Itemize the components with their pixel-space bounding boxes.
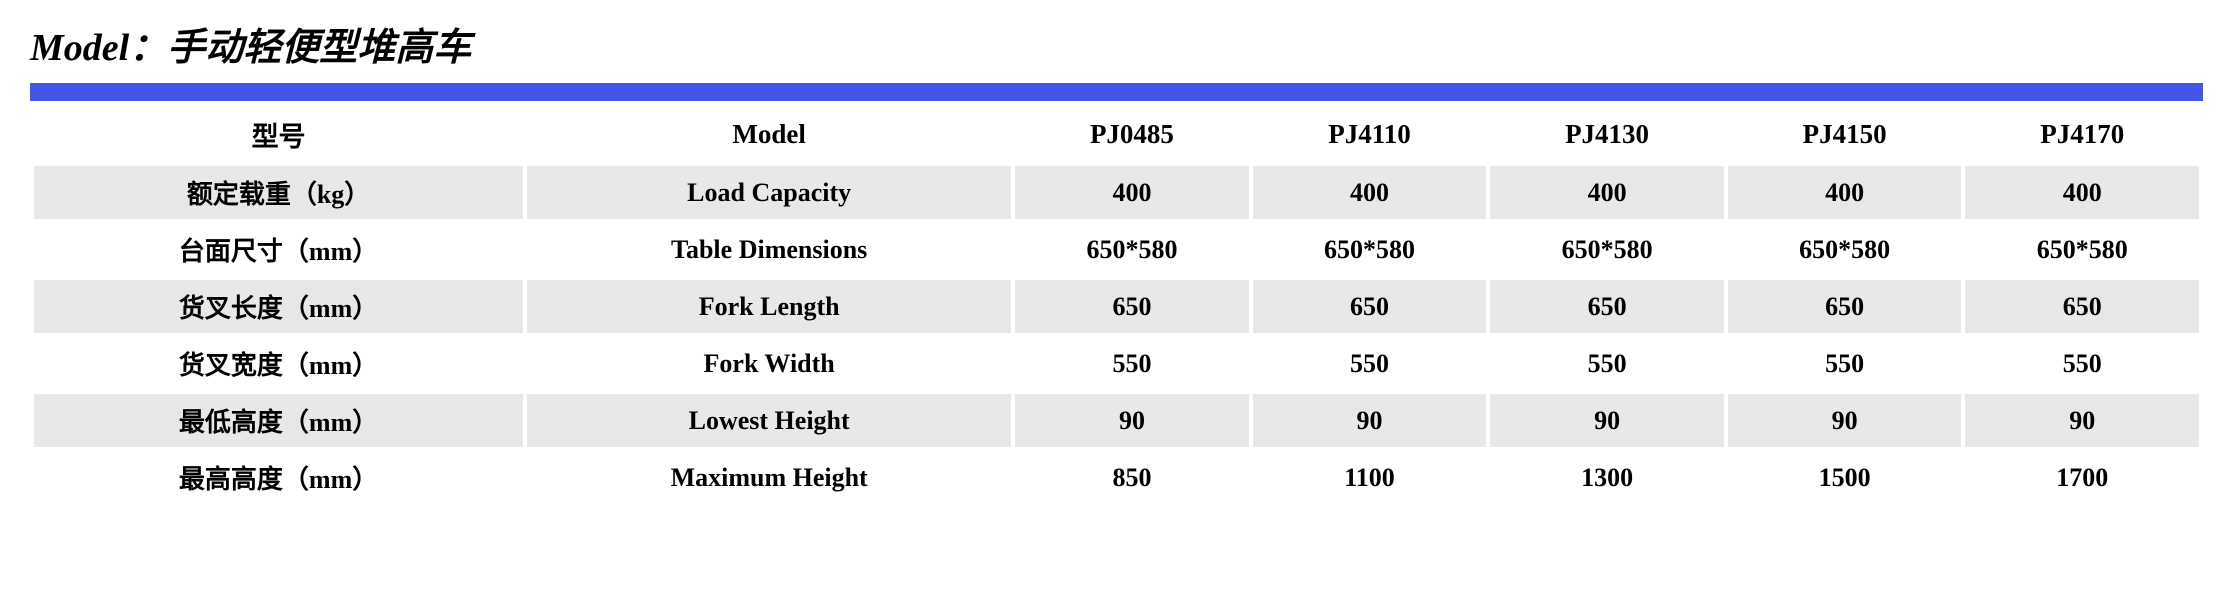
cell-en: Fork Width [527,337,1011,390]
table-row: 货叉长度（mm） Fork Length 650 650 650 650 650 [34,280,2199,333]
title-underline-bar [30,83,2203,101]
cell-val: 90 [1490,394,1724,447]
cell-val: 90 [1253,394,1487,447]
cell-val: 650 [1728,280,1962,333]
cell-val: 650*580 [1965,223,2199,276]
cell-val: 400 [1490,166,1724,219]
cell-en: Table Dimensions [527,223,1011,276]
cell-val: 550 [1728,337,1962,390]
cell-val: 90 [1015,394,1249,447]
cell-cn: 货叉长度（mm） [34,280,523,333]
cell-val: 1300 [1490,451,1724,504]
cell-val: 650 [1490,280,1724,333]
cell-val: 550 [1965,337,2199,390]
cell-cn: 最高高度（mm） [34,451,523,504]
cell-val: 1700 [1965,451,2199,504]
cell-cn: 货叉宽度（mm） [34,337,523,390]
cell-val: 90 [1728,394,1962,447]
table-row: 台面尺寸（mm） Table Dimensions 650*580 650*58… [34,223,2199,276]
cell-val: 400 [1728,166,1962,219]
table-row: 货叉宽度（mm） Fork Width 550 550 550 550 550 [34,337,2199,390]
cell-val: 550 [1253,337,1487,390]
header-model-2: PJ4130 [1490,107,1724,162]
header-model-3: PJ4150 [1728,107,1962,162]
cell-val: 1100 [1253,451,1487,504]
header-model-0: PJ0485 [1015,107,1249,162]
page-container: Model：手动轻便型堆高车 型号 Model PJ0485 PJ4110 PJ… [0,0,2233,538]
header-model-1: PJ4110 [1253,107,1487,162]
table-row: 额定载重（kg） Load Capacity 400 400 400 400 4… [34,166,2199,219]
cell-en: Lowest Height [527,394,1011,447]
cell-val: 650 [1015,280,1249,333]
cell-val: 650 [1253,280,1487,333]
cell-en: Fork Length [527,280,1011,333]
spec-table: 型号 Model PJ0485 PJ4110 PJ4130 PJ4150 PJ4… [30,103,2203,508]
cell-val: 400 [1015,166,1249,219]
cell-val: 90 [1965,394,2199,447]
page-title: Model：手动轻便型堆高车 [30,10,2203,83]
table-row: 最高高度（mm） Maximum Height 850 1100 1300 15… [34,451,2199,504]
header-model-4: PJ4170 [1965,107,2199,162]
cell-val: 850 [1015,451,1249,504]
cell-val: 650*580 [1253,223,1487,276]
cell-val: 400 [1965,166,2199,219]
cell-val: 1500 [1728,451,1962,504]
cell-val: 550 [1490,337,1724,390]
cell-val: 550 [1015,337,1249,390]
cell-cn: 最低高度（mm） [34,394,523,447]
cell-cn: 台面尺寸（mm） [34,223,523,276]
table-header-row: 型号 Model PJ0485 PJ4110 PJ4130 PJ4150 PJ4… [34,107,2199,162]
header-cn: 型号 [34,107,523,162]
cell-val: 650*580 [1015,223,1249,276]
table-row: 最低高度（mm） Lowest Height 90 90 90 90 90 [34,394,2199,447]
cell-en: Load Capacity [527,166,1011,219]
cell-cn: 额定载重（kg） [34,166,523,219]
cell-val: 650*580 [1490,223,1724,276]
cell-en: Maximum Height [527,451,1011,504]
cell-val: 400 [1253,166,1487,219]
cell-val: 650 [1965,280,2199,333]
header-en: Model [527,107,1011,162]
cell-val: 650*580 [1728,223,1962,276]
